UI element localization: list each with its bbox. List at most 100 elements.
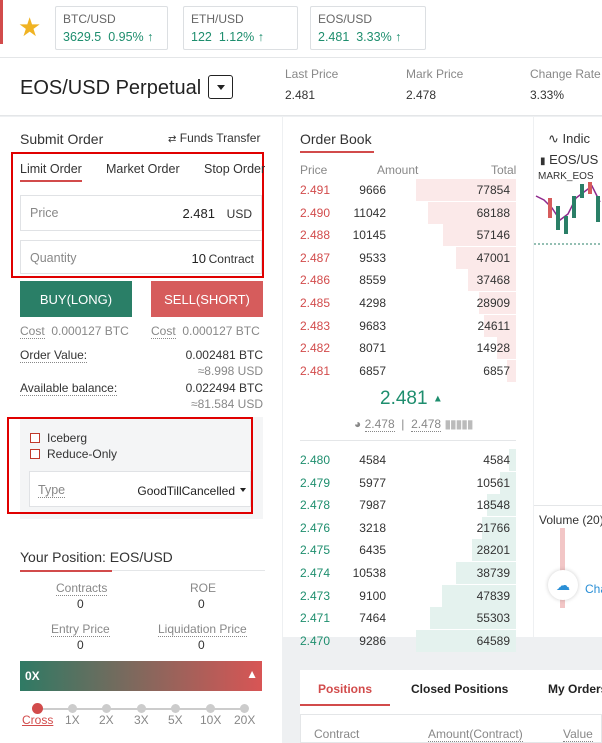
available-balance: 0.022494 BTC: [185, 381, 263, 395]
leverage-stop-5x[interactable]: 5X: [168, 713, 183, 727]
bid-row[interactable]: 2.476 3218 21766: [300, 516, 516, 539]
bid-price: 2.479: [300, 475, 331, 490]
divider: [300, 440, 516, 441]
tab-stop-order[interactable]: Stop Order: [204, 162, 266, 176]
change-rate-label: Change Rate: [530, 67, 601, 81]
chart-symbol: ▮ EOS/US: [540, 152, 598, 167]
tab-closed-positions[interactable]: Closed Positions: [411, 682, 509, 696]
instrument-dropdown[interactable]: [208, 75, 233, 99]
roe-value: 0: [198, 597, 205, 611]
leverage-stop-dot[interactable]: [171, 704, 180, 713]
arrow-up-icon: ↑: [257, 30, 264, 44]
leverage-stop-2x[interactable]: 2X: [99, 713, 114, 727]
ask-price: 2.491: [300, 183, 331, 197]
ask-total: 47001: [476, 250, 510, 265]
quantity-input[interactable]: Quantity 10 Contract: [20, 240, 262, 274]
ask-price: 2.481: [300, 363, 331, 378]
price-input[interactable]: Price 2.481 USD: [20, 195, 262, 231]
tab-limit-order[interactable]: Limit Order: [20, 162, 82, 176]
ask-amount: 6857: [359, 363, 386, 378]
bid-total: 47839: [476, 588, 510, 603]
chat-label[interactable]: Cha: [585, 582, 602, 596]
bid-row[interactable]: 2.479 5977 10561: [300, 471, 516, 494]
bid-row[interactable]: 2.474 10538 38739: [300, 562, 516, 584]
ask-row[interactable]: 2.491 9666 77854: [300, 179, 516, 201]
bid-depth-bar: [487, 494, 516, 517]
tab-positions[interactable]: Positions: [318, 682, 373, 696]
bid-row[interactable]: 2.470 9286 64589: [300, 629, 516, 652]
ticker-price: 3629.5: [63, 30, 102, 44]
ask-row[interactable]: 2.483 9683 24611: [300, 314, 516, 337]
iceberg-checkbox[interactable]: [30, 433, 40, 443]
leverage-stop-1x[interactable]: 1X: [65, 713, 80, 727]
ticker-eos[interactable]: EOS/USD 2.481 3.33% ↑: [310, 6, 426, 50]
order-value-label: Order Value:: [20, 348, 88, 363]
bid-row[interactable]: 2.473 9100 47839: [300, 584, 516, 607]
ask-amount: 9683: [359, 318, 386, 333]
order-entry-highlight: [11, 152, 264, 278]
leverage-stop-20x[interactable]: 20X: [234, 713, 256, 727]
ask-row[interactable]: 2.482 8071 14928: [300, 337, 516, 360]
bid-row[interactable]: 2.478 7987 18548: [300, 494, 516, 517]
bid-row[interactable]: 2.480 4584 4584: [300, 449, 516, 471]
buy-cost-value: 0.000127 BTC: [51, 324, 129, 338]
funds-transfer-link[interactable]: ⇄ Funds Transfer: [168, 131, 260, 145]
ask-amount: 11042: [353, 205, 386, 220]
iceberg-label: Iceberg: [47, 431, 88, 445]
triangle-up-icon: ▲: [432, 393, 443, 405]
ask-depth-bar: [428, 201, 516, 224]
tab-my-orders[interactable]: My Orders: [548, 682, 602, 696]
transfer-icon: ⇄: [168, 134, 177, 145]
leverage-stop-3x[interactable]: 3X: [134, 713, 149, 727]
bid-depth-bar: [430, 607, 516, 630]
bid-amount: 3218: [359, 520, 386, 535]
time-in-force-select[interactable]: Type GoodTillCancelled: [29, 471, 251, 507]
bid-amount: 9286: [359, 633, 386, 648]
depth-bars-icon: ▮▮▮▮▮: [444, 417, 473, 431]
ticker-change: 1.12%: [218, 30, 255, 44]
bid-depth-bar: [508, 449, 516, 471]
ask-depth-bar: [467, 269, 516, 292]
bid-price: 2.474: [300, 566, 331, 580]
indicators-button[interactable]: ∿ Indic: [548, 131, 590, 147]
sell-cost-value: 0.000127 BTC: [182, 324, 260, 338]
accent-strip: [0, 0, 3, 44]
leverage-stop-cross[interactable]: Cross: [22, 713, 54, 727]
ask-row[interactable]: 2.490 11042 68188: [300, 201, 516, 224]
leverage-stop-dot[interactable]: [102, 704, 111, 713]
ask-row[interactable]: 2.488 10145 57146: [300, 224, 516, 247]
ask-depth-bar: [507, 359, 516, 382]
ticker-eth[interactable]: ETH/USD 122 1.12% ↑: [183, 6, 298, 50]
contracts-value: 0: [77, 597, 84, 611]
chart-symbol-label: EOS/US: [549, 152, 599, 167]
bid-price: 2.470: [300, 633, 331, 648]
ticker-btc[interactable]: BTC/USD 3629.5 0.95% ↑: [55, 6, 168, 50]
leverage-stop-dot[interactable]: [206, 704, 215, 713]
chat-cloud-icon[interactable]: ☁: [548, 570, 578, 600]
leverage-stop-dot[interactable]: [68, 704, 77, 713]
quantity-value: 10: [191, 251, 206, 266]
col-amount: Amount: [377, 163, 419, 177]
tab-market-order[interactable]: Market Order: [106, 162, 180, 176]
leverage-stop-dot[interactable]: [240, 704, 249, 713]
leverage-slider-handle[interactable]: [32, 703, 43, 714]
change-rate-value: 3.33%: [530, 88, 565, 102]
leverage-value: 0X: [25, 669, 40, 683]
favorite-star-icon[interactable]: ★: [18, 12, 42, 42]
ask-depth-bar: [442, 224, 516, 247]
ask-row[interactable]: 2.481 6857 6857: [300, 359, 516, 382]
arrow-up-icon: ↑: [147, 30, 154, 44]
ask-row[interactable]: 2.485 4298 28909: [300, 292, 516, 314]
bid-row[interactable]: 2.471 7464 55303: [300, 607, 516, 630]
sell-short-button[interactable]: SELL(SHORT): [151, 281, 263, 317]
leverage-stop-10x[interactable]: 10X: [200, 713, 222, 727]
bid-row[interactable]: 2.475 6435 28201: [300, 539, 516, 562]
ask-row[interactable]: 2.486 8559 37468: [300, 269, 516, 292]
leverage-stop-dot[interactable]: [137, 704, 146, 713]
ask-row[interactable]: 2.487 9533 47001: [300, 246, 516, 269]
roe-label: ROE: [190, 581, 217, 595]
reduce-only-checkbox[interactable]: [30, 449, 40, 459]
bid-depth-bar: [441, 584, 516, 607]
indicators-label: Indic: [562, 131, 590, 146]
buy-long-button[interactable]: BUY(LONG): [20, 281, 132, 317]
